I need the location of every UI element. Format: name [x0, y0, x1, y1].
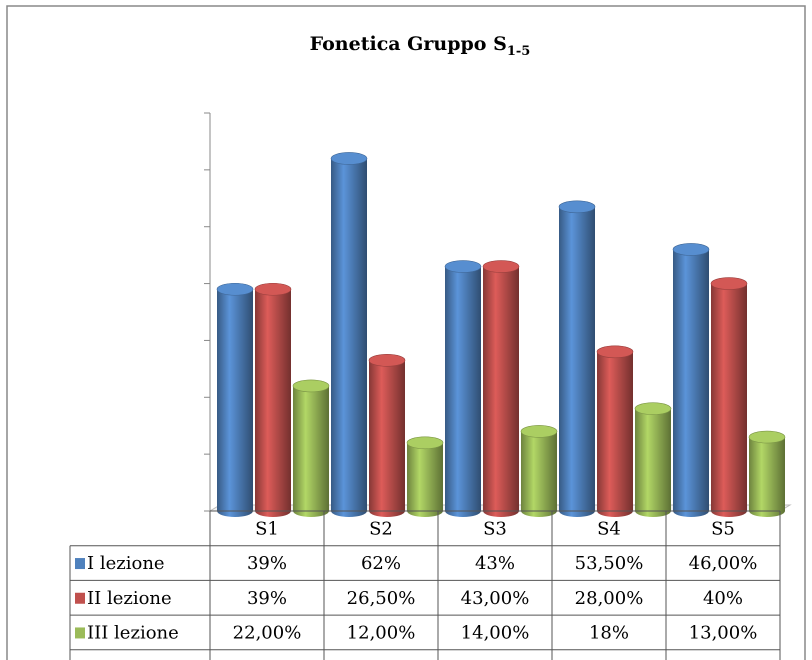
data-label: 40% [703, 588, 743, 609]
bar [369, 354, 405, 517]
legend-label: III lezione [87, 622, 179, 643]
bar [635, 402, 671, 517]
bar [217, 283, 253, 517]
bar [597, 345, 633, 517]
bar [445, 260, 481, 517]
legend-label: II lezione [87, 588, 172, 609]
bar-top [596, 345, 634, 359]
bar [293, 379, 329, 517]
bar [255, 283, 291, 517]
data-label: 14,00% [461, 622, 530, 643]
title-subscript: 1-5 [507, 44, 531, 59]
data-label: 62% [361, 553, 401, 574]
data-label: 22,00% [233, 622, 302, 643]
bar-top [558, 200, 596, 214]
bar [483, 260, 519, 517]
data-label: 39% [247, 588, 287, 609]
x-tick-label: S4 [597, 518, 621, 539]
data-label: 43,00% [461, 588, 530, 609]
bar [673, 243, 709, 517]
bar-top [292, 379, 330, 393]
bar-top [482, 260, 520, 273]
legend-swatch [75, 627, 85, 639]
bar [521, 425, 557, 517]
bar [407, 436, 443, 517]
bar-top [672, 243, 710, 256]
bar [711, 277, 747, 517]
data-label: 28,00% [575, 588, 644, 609]
bar [331, 152, 367, 517]
x-tick-label: S1 [255, 518, 279, 539]
legend-swatch [75, 592, 85, 604]
bar-top [748, 430, 786, 444]
data-label: 39% [247, 553, 287, 574]
data-label: 12,00% [347, 622, 416, 643]
frame [6, 5, 806, 660]
bar-top [634, 402, 672, 415]
title-main: Fonetica Gruppo S [310, 33, 507, 55]
bar-top [520, 425, 558, 438]
data-label: 18% [589, 622, 629, 643]
bar-top [330, 152, 368, 165]
bar-top [216, 282, 254, 296]
bar-top [368, 354, 406, 367]
data-label: 13,00% [689, 622, 758, 643]
bar-top [406, 436, 444, 450]
legend-swatch [75, 558, 85, 570]
x-tick-label: S2 [369, 518, 393, 539]
chart-title: Fonetica Gruppo S1-5 [310, 33, 531, 59]
legend-label: I lezione [87, 553, 165, 574]
data-label: 43% [475, 553, 515, 574]
bar-top [254, 282, 292, 296]
data-label: 26,50% [347, 588, 416, 609]
data-label: 46,00% [689, 553, 758, 574]
bar [559, 200, 595, 518]
data-label: 53,50% [575, 553, 644, 574]
bar-top [444, 260, 482, 273]
x-tick-label: S3 [483, 518, 507, 539]
bar-top [710, 277, 748, 290]
bar [749, 431, 785, 517]
x-tick-label: S5 [711, 518, 735, 539]
